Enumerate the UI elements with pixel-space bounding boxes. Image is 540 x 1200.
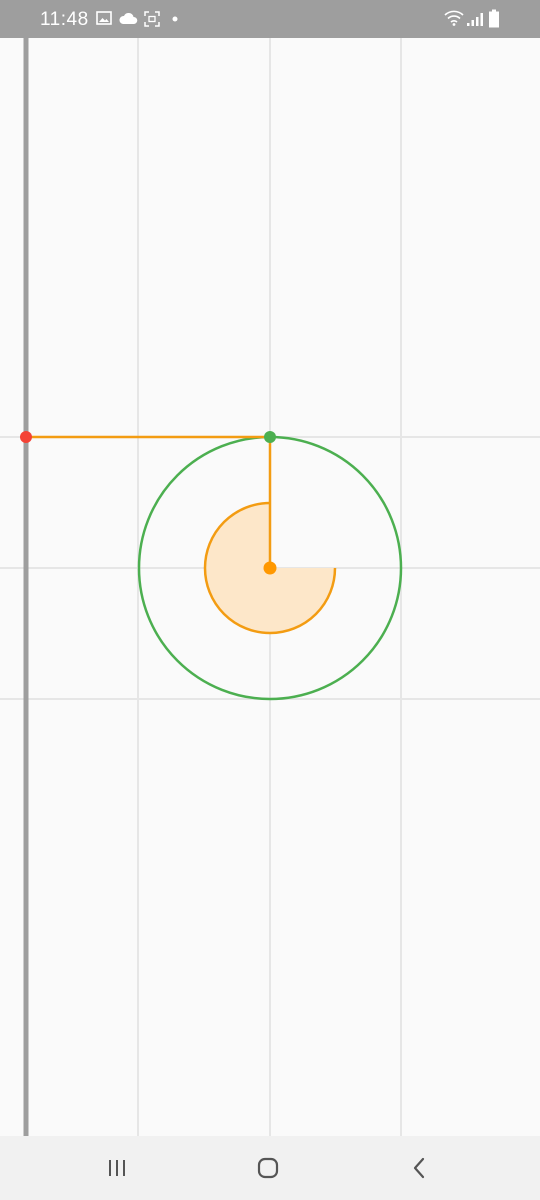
recent-apps-icon	[109, 1160, 125, 1176]
signal-icon	[467, 13, 483, 26]
center-point[interactable]	[263, 561, 277, 575]
axis-projection-point	[20, 431, 32, 443]
angle-arc	[203, 501, 337, 635]
back-button[interactable]	[359, 1136, 479, 1200]
back-icon	[413, 1157, 425, 1179]
recent-apps-button[interactable]	[57, 1136, 177, 1200]
battery-icon	[489, 9, 499, 28]
cloud-icon	[119, 12, 138, 24]
navigation-bar	[0, 1136, 540, 1200]
status-time: 11:48	[40, 9, 89, 30]
drawing-canvas[interactable]	[0, 38, 540, 1136]
home-button[interactable]	[208, 1136, 328, 1200]
image-icon	[96, 11, 112, 25]
circle-point[interactable]	[264, 431, 276, 443]
geometry-figure	[0, 38, 540, 1136]
wifi-icon	[444, 10, 464, 26]
screenshot-icon	[144, 11, 160, 27]
status-bar: 11:48	[0, 0, 540, 38]
notification-dot-icon	[172, 16, 178, 22]
home-icon	[257, 1157, 279, 1179]
